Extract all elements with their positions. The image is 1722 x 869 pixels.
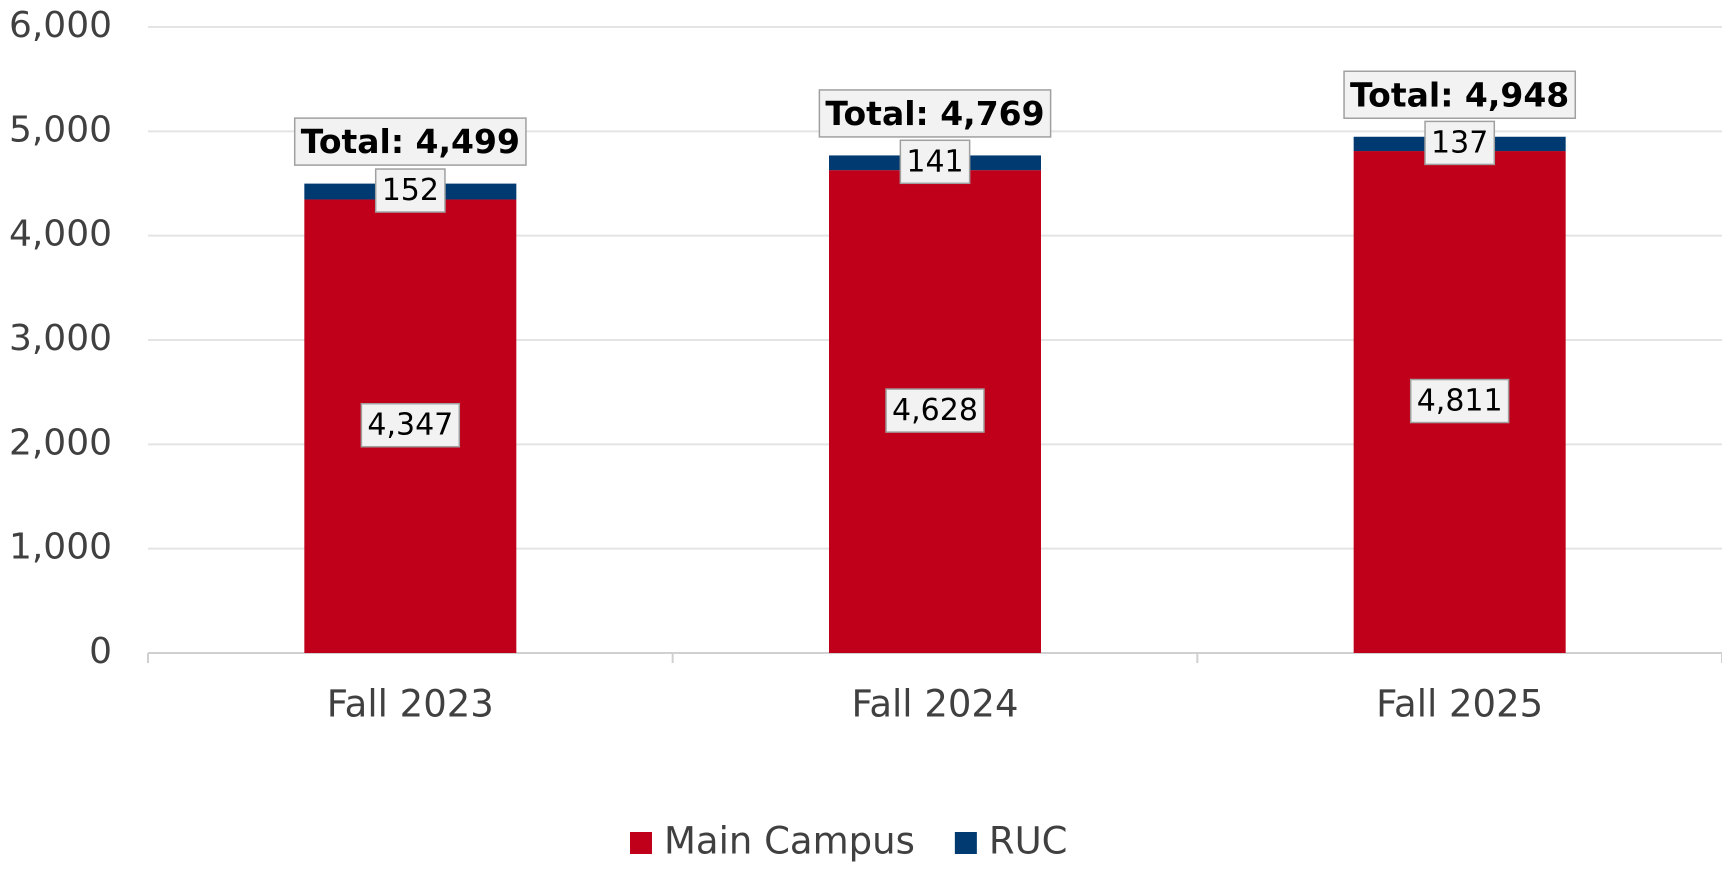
total-label: Total: 4,769 — [825, 94, 1044, 133]
data-label-box — [1409, 378, 1510, 424]
data-label-box — [1424, 120, 1496, 166]
y-tick-label: 2,000 — [9, 422, 112, 463]
data-label: 4,811 — [1417, 384, 1503, 419]
data-label: 152 — [382, 173, 439, 208]
legend-swatch — [630, 832, 652, 854]
x-tick-label: Fall 2023 — [327, 683, 494, 726]
data-label: 141 — [906, 144, 963, 179]
y-tick-label: 6,000 — [9, 5, 112, 46]
data-label: 4,347 — [367, 408, 453, 443]
data-label-box — [360, 402, 461, 448]
data-label-box — [899, 139, 971, 185]
legend-label: Main Campus — [664, 820, 915, 863]
y-tick-label: 5,000 — [9, 109, 112, 150]
y-tick-label: 0 — [89, 631, 112, 672]
total-label: Total: 4,499 — [301, 122, 520, 161]
total-label-box — [293, 117, 527, 166]
y-tick-label: 1,000 — [9, 527, 112, 568]
total-label-box — [818, 89, 1052, 138]
x-tick-label: Fall 2025 — [1376, 683, 1543, 726]
total-label-box — [1343, 70, 1577, 120]
data-label-box — [885, 388, 985, 433]
x-tick-label: Fall 2024 — [851, 683, 1018, 726]
legend-swatch — [954, 832, 977, 854]
data-label-box — [374, 168, 446, 213]
data-label: 137 — [1431, 125, 1488, 160]
y-tick-label: 3,000 — [9, 318, 112, 359]
y-tick-label: 4,000 — [9, 214, 112, 255]
total-label: Total: 4,948 — [1350, 75, 1569, 114]
data-label: 4,628 — [892, 393, 978, 428]
legend-label: RUC — [989, 820, 1068, 863]
